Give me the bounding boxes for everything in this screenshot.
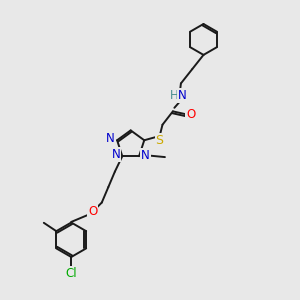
Text: O: O xyxy=(88,205,98,218)
Text: N: N xyxy=(106,132,115,145)
Text: H: H xyxy=(170,89,178,102)
Text: S: S xyxy=(155,134,164,147)
Text: O: O xyxy=(186,108,195,121)
Text: N: N xyxy=(111,148,120,161)
Text: N: N xyxy=(178,89,187,102)
Text: N: N xyxy=(141,149,150,162)
Text: Cl: Cl xyxy=(65,267,77,280)
